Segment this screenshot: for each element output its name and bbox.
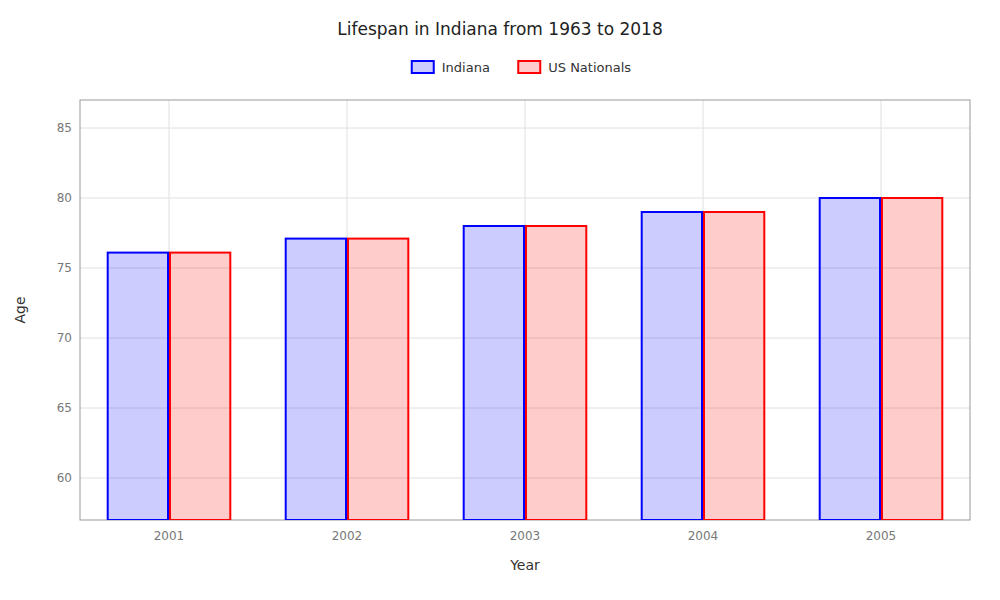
bar [286, 239, 346, 520]
bar [642, 212, 702, 520]
x-tick-label: 2003 [510, 529, 541, 543]
bar [820, 198, 880, 520]
x-tick-label: 2001 [154, 529, 185, 543]
legend-label: Indiana [442, 60, 490, 75]
legend: Indiana US Nationals [412, 60, 632, 75]
x-axis-label: Year [509, 557, 540, 573]
y-axis-label: Age [12, 296, 28, 323]
bar [882, 198, 942, 520]
bar [526, 226, 586, 520]
legend-swatch [518, 61, 540, 73]
legend-label: US Nationals [548, 60, 631, 75]
title: Lifespan in Indiana from 1963 to 2018 [337, 19, 662, 39]
y-tick-label: 60 [57, 471, 72, 485]
bars [108, 198, 943, 520]
y-tick-label: 70 [57, 331, 72, 345]
bar [170, 253, 230, 520]
bar [348, 239, 408, 520]
legend-swatch [412, 61, 434, 73]
x-tick-label: 2005 [866, 529, 897, 543]
chart: 60 65 70 75 80 85 2001 2002 2003 2004 2005 Year Age L… [0, 0, 1000, 600]
chart-container: 60 65 70 75 80 85 2001 2002 2003 2004 2005 Year Age L… [0, 0, 1000, 600]
y-tick-label: 75 [57, 261, 72, 275]
x-tick-label: 2002 [332, 529, 363, 543]
bar [464, 226, 524, 520]
plot-frame [80, 100, 970, 520]
y-tick-label: 85 [57, 121, 72, 135]
grid [80, 100, 970, 520]
bar [704, 212, 764, 520]
y-tick-label: 65 [57, 401, 72, 415]
x-tick-label: 2004 [688, 529, 719, 543]
y-tick-label: 80 [57, 191, 72, 205]
background [0, 0, 1000, 600]
bar [108, 253, 168, 520]
